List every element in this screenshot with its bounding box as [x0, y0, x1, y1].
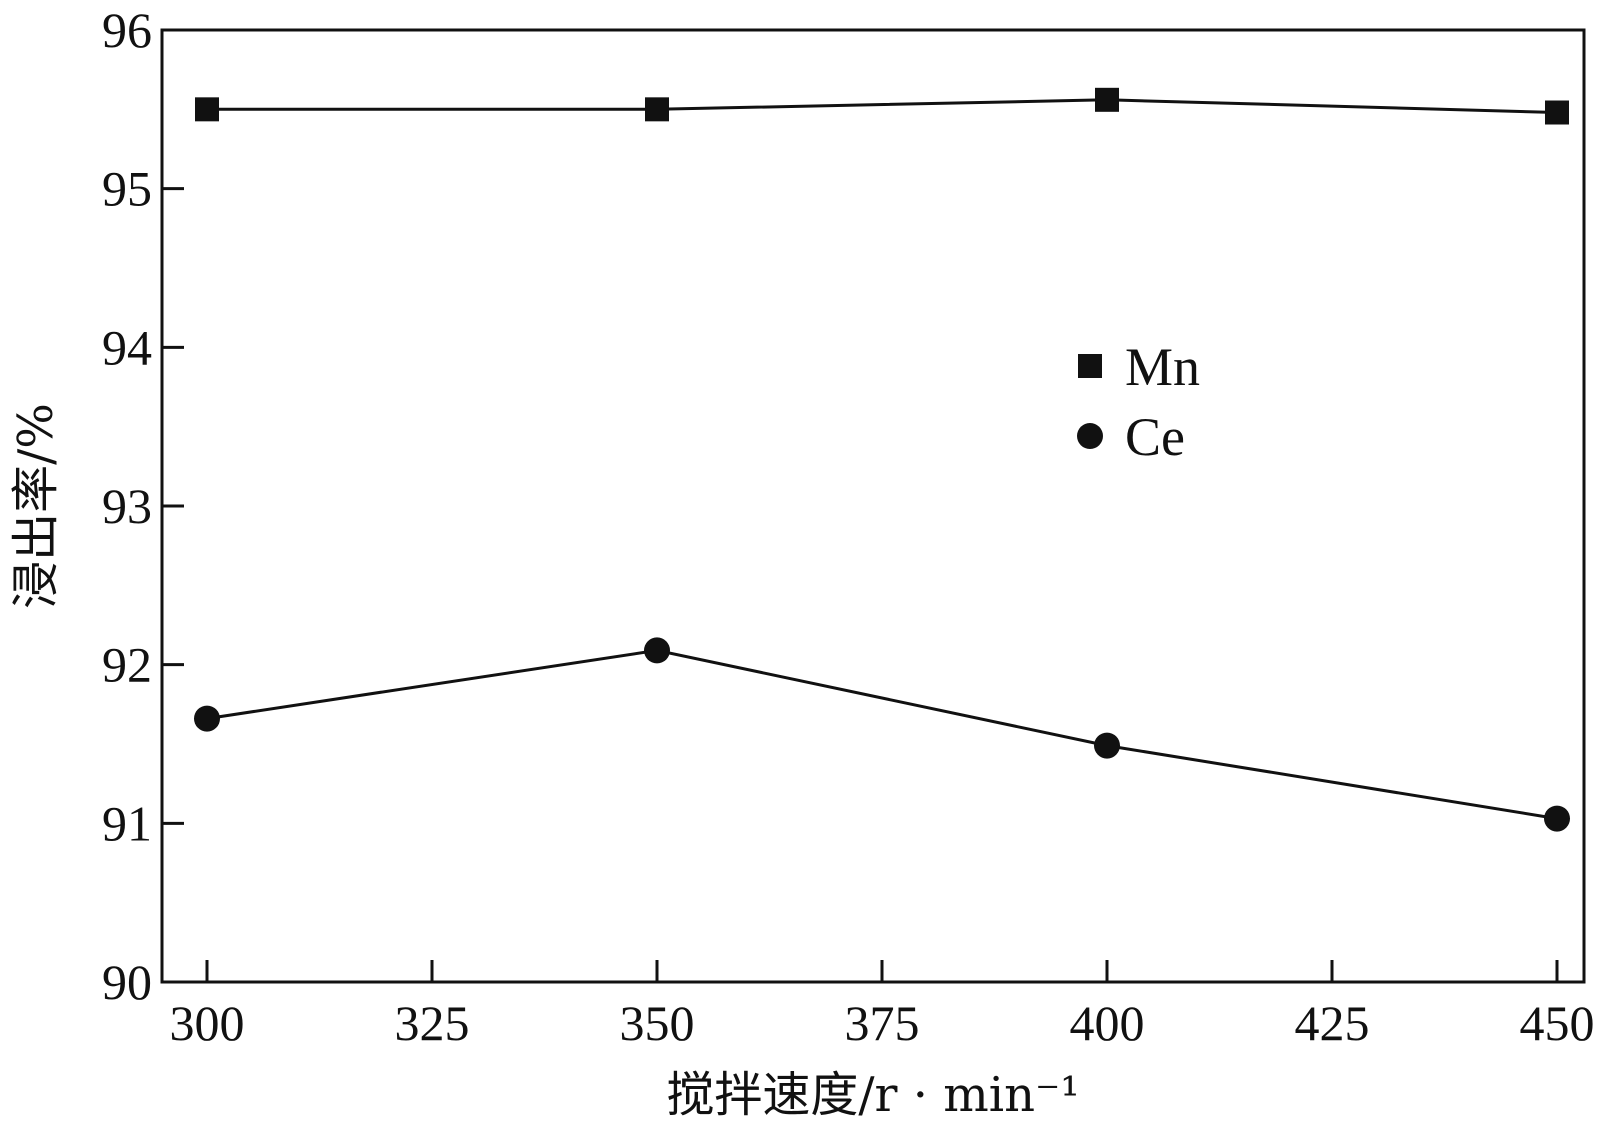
x-tick-label-300: 300	[170, 995, 245, 1051]
x-tick-label-400: 400	[1070, 995, 1145, 1051]
y-tick-label-94: 94	[102, 319, 152, 375]
series-ce	[194, 637, 1570, 832]
y-tick-label-96: 96	[102, 2, 152, 58]
series-line-mn	[207, 98, 1558, 114]
y-tick-label-90: 90	[102, 954, 152, 1010]
y-tick-label-92: 92	[102, 637, 152, 693]
point-ce-450	[1544, 805, 1570, 832]
y-tick-label-93: 93	[102, 478, 152, 534]
point-ce-350	[644, 637, 670, 664]
plot-frame	[160, 28, 1586, 984]
series-mn	[195, 87, 1569, 125]
point-ce-300	[194, 705, 220, 732]
x-tick-label-450: 450	[1520, 995, 1595, 1051]
point-mn-450	[1545, 100, 1569, 125]
legend-marker-mn	[1078, 354, 1102, 378]
y-tick-label-95: 95	[102, 161, 152, 217]
point-ce-400	[1094, 732, 1120, 759]
legend: Mn Ce	[1077, 337, 1200, 467]
legend-label-mn: Mn	[1125, 337, 1200, 397]
legend-marker-ce	[1077, 423, 1103, 449]
legend-label-ce: Ce	[1125, 407, 1185, 467]
x-tick-label-425: 425	[1295, 995, 1370, 1051]
point-mn-400	[1095, 87, 1119, 112]
x-axis-label: 搅拌速度/r · min⁻¹	[666, 1067, 1079, 1123]
y-tick-label-91: 91	[102, 795, 152, 851]
point-mn-300	[195, 97, 219, 122]
x-tick-label-350: 350	[620, 995, 695, 1051]
point-mn-350	[645, 97, 669, 122]
x-tick-label-325: 325	[395, 995, 470, 1051]
series-line-ce	[206, 648, 1558, 821]
x-tick-label-375: 375	[845, 995, 920, 1051]
y-axis-label: 浸出率/%	[8, 403, 64, 609]
